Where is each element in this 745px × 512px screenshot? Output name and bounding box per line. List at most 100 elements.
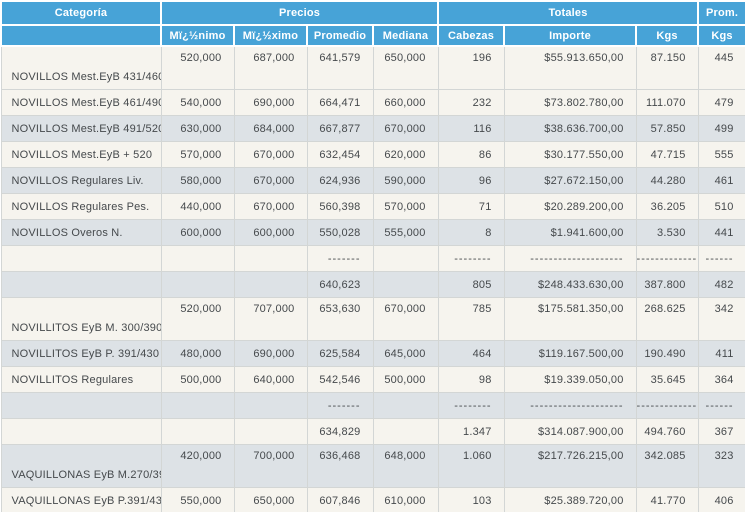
cell-heads: 116 [437, 115, 505, 142]
cell-avg: 636,468 [306, 444, 374, 488]
table-row: NOVILLOS Mest.EyB 461/490 540,000 690,000 6… [0, 89, 745, 116]
header-kgs: Kgs [635, 24, 700, 47]
cell-avg: 641,579 [306, 45, 374, 90]
cell-heads: 96 [437, 167, 505, 194]
cell-median: 660,000 [372, 89, 439, 116]
cell-min: 600,000 [160, 219, 235, 246]
cell-amount: $1.941.600,00 [503, 219, 637, 246]
cell-prom-kgs: 499 [697, 115, 745, 142]
cell-amount: $38.636.700,00 [503, 115, 637, 142]
cell-prom-kgs: 441 [697, 219, 745, 246]
table-row: 634,829 1.347 $314.087.900,00 494.760 367 [0, 418, 745, 445]
cell-max: 687,000 [233, 45, 308, 90]
cell-max [233, 245, 308, 272]
cell-amount: $19.339.050,00 [503, 366, 637, 393]
cell-heads: 103 [437, 487, 505, 512]
header-prom: Prom. [697, 0, 745, 26]
cell-kgs: 87.150 [635, 45, 699, 90]
cell-prom-kgs: 479 [697, 89, 745, 116]
header-maximo: Mï¿½ximo [233, 24, 308, 47]
cell-median: 670,000 [372, 115, 439, 142]
header-group-row: Categoría Precios Totales Prom. [0, 0, 745, 26]
cell-median [372, 418, 439, 445]
cell-category: NOVILLOS Mest.EyB 461/490 [0, 89, 162, 116]
cell-heads: 8 [437, 219, 505, 246]
cell-max [233, 392, 308, 419]
cell-category: NOVILLOS Mest.EyB 491/520 [0, 115, 162, 142]
cell-min: 550,000 [160, 487, 235, 512]
cell-kgs: 36.205 [635, 193, 699, 220]
cell-median: 590,000 [372, 167, 439, 194]
cell-max: 707,000 [233, 297, 308, 341]
cell-category: NOVILLITOS EyB M. 300/390 [0, 297, 162, 341]
table-row: NOVILLITOS Regulares 500,000 640,000 542,54… [0, 366, 745, 393]
table-row: 640,623 805 $248.433.630,00 387.800 482 [0, 271, 745, 298]
cell-amount: $175.581.350,00 [503, 297, 637, 341]
cell-max [233, 271, 308, 298]
cell-heads: 86 [437, 141, 505, 168]
cell-min [160, 271, 235, 298]
table-row: NOVILLOS Mest.EyB + 520 570,000 670,000 632… [0, 141, 745, 168]
cell-heads: 232 [437, 89, 505, 116]
cell-category: VAQUILLONAS EyB P.391/430 [0, 487, 162, 512]
cell-max: 700,000 [233, 444, 308, 488]
cell-prom-kgs: 367 [697, 418, 745, 445]
cell-avg: 625,584 [306, 340, 374, 367]
cell-max: 690,000 [233, 89, 308, 116]
cell-kgs: 44.280 [635, 167, 699, 194]
cell-max: 684,000 [233, 115, 308, 142]
cell-median: 500,000 [372, 366, 439, 393]
cell-amount: $73.802.780,00 [503, 89, 637, 116]
table-row: NOVILLOS Regulares Pes. 440,000 670,000 560… [0, 193, 745, 220]
cell-min: 520,000 [160, 297, 235, 341]
cell-prom-kgs: 323 [697, 444, 745, 488]
cell-heads: 1.347 [437, 418, 505, 445]
header-mediana: Mediana [371, 24, 440, 47]
cell-prom-kgs: 445 [697, 45, 745, 90]
cell-avg: ------- [306, 392, 374, 419]
cell-median: 645,000 [372, 340, 439, 367]
cell-kgs: ------------- [635, 392, 699, 419]
cell-median [372, 392, 439, 419]
cell-kgs: 190.490 [635, 340, 699, 367]
cell-kgs: 494.760 [635, 418, 699, 445]
cell-median: 620,000 [372, 141, 439, 168]
cell-median: 555,000 [372, 219, 439, 246]
cell-heads: 71 [437, 193, 505, 220]
cell-max: 670,000 [233, 193, 308, 220]
cell-min: 480,000 [160, 340, 235, 367]
header-promedio: Promedio [306, 24, 374, 47]
cell-amount: -------------------- [503, 245, 637, 272]
table-row: NOVILLOS Mest.EyB 431/460 520,000 687,000 6… [0, 45, 745, 90]
cell-category: NOVILLOS Regulares Liv. [0, 167, 162, 194]
cell-amount: $25.389.720,00 [503, 487, 637, 512]
cell-min [160, 418, 235, 445]
cell-min: 580,000 [160, 167, 235, 194]
header-importe: Importe [503, 24, 638, 47]
header-precios: Precios [159, 0, 440, 26]
cell-kgs: 111.070 [635, 89, 699, 116]
cell-min: 630,000 [160, 115, 235, 142]
table-row: NOVILLOS Regulares Liv. 580,000 670,000 624… [0, 167, 745, 194]
cell-avg: 640,623 [306, 271, 374, 298]
table-row: VAQUILLONAS EyB P.391/430 550,000 650,000 6… [0, 487, 745, 512]
cell-category [0, 418, 162, 445]
cell-category: VAQUILLONAS EyB M.270/390 [0, 444, 162, 488]
table-row: NOVILLITOS EyB M. 300/390 520,000 707,000 6… [0, 297, 745, 341]
cell-amount: $119.167.500,00 [503, 340, 637, 367]
cell-min: 570,000 [160, 141, 235, 168]
cell-prom-kgs: 510 [697, 193, 745, 220]
cell-min: 420,000 [160, 444, 235, 488]
cell-category: NOVILLITOS Regulares [0, 366, 162, 393]
cell-kgs: 387.800 [635, 271, 699, 298]
cell-kgs: 35.645 [635, 366, 699, 393]
cell-heads: 196 [437, 45, 505, 90]
table-body: NOVILLOS Mest.EyB 431/460 520,000 687,000 6… [0, 45, 745, 512]
table-row: ------- -------- -------------------- -----… [0, 245, 745, 272]
cell-category [0, 271, 162, 298]
cell-kgs: 3.530 [635, 219, 699, 246]
cell-max [233, 418, 308, 445]
cell-amount: $248.433.630,00 [503, 271, 637, 298]
